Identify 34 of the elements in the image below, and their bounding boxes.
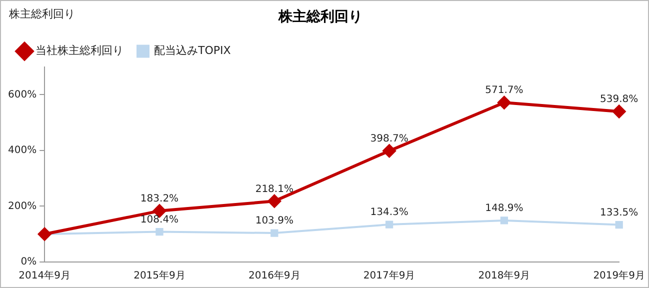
y-axis-title: 株主総利回り (8, 7, 75, 20)
x-tick-label: 2019年9月 (593, 270, 645, 282)
point (498, 96, 511, 110)
point (38, 228, 52, 241)
legend-label: 配当込みTOPIX (154, 44, 232, 58)
data-label: 571.7% (485, 85, 524, 96)
point (270, 229, 278, 237)
y-tick-label: 400% (8, 145, 37, 156)
data-label: 183.2% (140, 194, 179, 205)
data-label: 133.5% (600, 207, 638, 218)
point (382, 144, 396, 158)
legend-label: 当社株主総利回り (36, 44, 124, 58)
data-label: 108.4% (140, 214, 179, 226)
x-tick-label: 2017年9月 (363, 270, 416, 282)
data-label: 148.9% (485, 203, 524, 214)
data-label: 134.3% (370, 207, 408, 218)
x-tick-label: 2018年9月 (478, 270, 530, 282)
x-tick-label: 2014年9月 (18, 270, 70, 282)
y-tick-label: 200% (8, 200, 37, 212)
point (268, 194, 281, 208)
point (500, 216, 508, 224)
x-tick-label: 2015年9月 (134, 270, 186, 282)
point (615, 220, 623, 229)
data-label: 103.9% (255, 216, 294, 227)
data-label: 539.8% (600, 94, 638, 106)
point (612, 104, 626, 118)
x-tick-label: 2016年9月 (248, 270, 300, 282)
chart-title: 株主総利回り (278, 8, 362, 26)
y-tick-label: 600% (8, 89, 37, 100)
data-label: 218.1% (255, 184, 294, 195)
data-label: 398.7% (370, 133, 408, 144)
point (156, 228, 164, 236)
point (385, 220, 394, 228)
y-tick-label: 0% (20, 256, 37, 268)
